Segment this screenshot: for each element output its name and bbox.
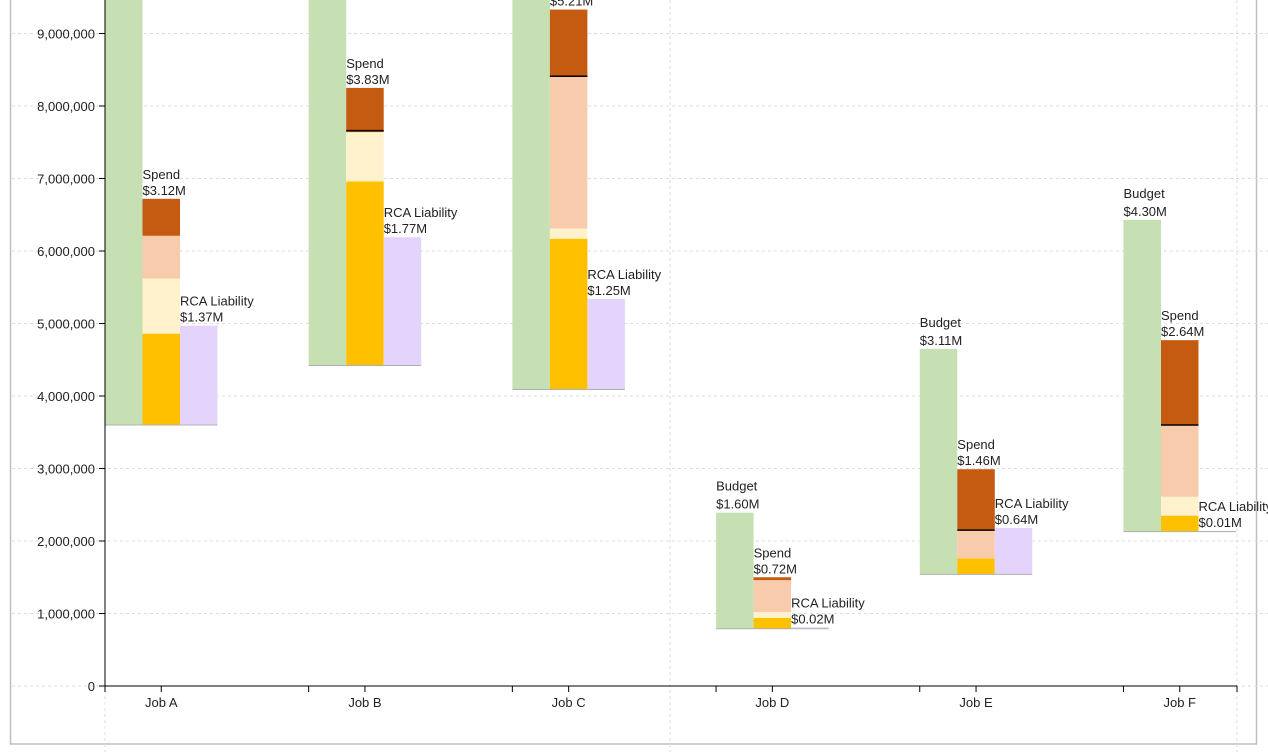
rca-liability-value-label: $0.01M xyxy=(1199,515,1242,530)
frame-border xyxy=(9,0,1258,745)
spend-segment xyxy=(753,577,792,581)
budget-label: Budget xyxy=(1124,186,1166,201)
y-tick-label: 0 xyxy=(88,679,95,694)
y-tick-label: 1,000,000 xyxy=(37,607,95,622)
spend-segment xyxy=(957,469,995,531)
y-tick-label: 2,000,000 xyxy=(37,534,95,549)
spend-segment xyxy=(346,132,384,182)
spend-value-label: $3.12M xyxy=(143,183,186,198)
spend-segment xyxy=(753,612,792,618)
rca-liability-label: RCA Liability xyxy=(1199,499,1268,514)
rca-liability-bar xyxy=(383,237,422,366)
rca-liability-label: RCA Liability xyxy=(587,267,661,282)
rca-liability-bar xyxy=(587,298,625,390)
spend-label: Spend xyxy=(1161,308,1199,323)
spend-segment xyxy=(1161,425,1199,497)
x-tick-label: Job B xyxy=(348,695,381,710)
budget-bar xyxy=(716,512,754,629)
rca-liability-bar xyxy=(180,325,218,425)
spend-label: Spend xyxy=(754,545,792,560)
x-tick-label: Job C xyxy=(552,695,586,710)
rca-liability-bar xyxy=(994,527,1033,575)
y-tick-label: 7,000,000 xyxy=(37,172,95,187)
budget-label: Budget xyxy=(920,315,962,330)
spend-value-label: $1.46M xyxy=(957,453,1000,468)
x-tick-label: Job A xyxy=(145,695,178,710)
spend-label: Spend xyxy=(143,167,181,182)
spend-segment xyxy=(346,87,384,133)
spend-segment xyxy=(549,9,588,77)
rca-liability-label: RCA Liability xyxy=(995,496,1069,511)
budget-label: Budget xyxy=(716,479,758,494)
spend-segment xyxy=(549,228,588,239)
y-tick-label: 3,000,000 xyxy=(37,462,95,477)
y-tick-label: 5,000,000 xyxy=(37,317,95,332)
rca-liability-label: RCA Liability xyxy=(384,205,458,220)
rca-liability-value-label: $1.25M xyxy=(587,283,630,298)
spend-value-label: $5.21M xyxy=(550,0,593,9)
budget-value-label: $1.60M xyxy=(716,497,759,512)
budget-bar xyxy=(105,0,143,425)
budget-value-label: $4.30M xyxy=(1124,204,1167,219)
rca-liability-label: RCA Liability xyxy=(180,294,254,309)
spend-segment xyxy=(142,278,180,334)
spend-label: Spend xyxy=(957,437,995,452)
rca-liability-value-label: $0.64M xyxy=(995,512,1038,527)
spend-segment xyxy=(549,76,588,229)
rca-liability-value-label: $1.37M xyxy=(180,310,223,325)
axes: 0 1,000,000 2,000,000 3,000,000 4,000,000 5,0… xyxy=(37,0,1238,710)
y-tick-label: 6,000,000 xyxy=(37,244,95,259)
spend-segment xyxy=(957,558,995,575)
x-tick-label: Job E xyxy=(959,695,993,710)
y-tick-label: 4,000,000 xyxy=(37,389,95,404)
spend-segment xyxy=(957,530,995,559)
x-tick-label: Job F xyxy=(1163,695,1196,710)
spend-segment xyxy=(549,238,588,390)
spend-segment xyxy=(1161,496,1199,516)
spend-segment xyxy=(1161,515,1199,532)
budget-value-label: $3.11M xyxy=(920,333,962,348)
spend-value-label: $2.64M xyxy=(1161,324,1204,339)
bars xyxy=(105,0,1236,630)
spend-segment xyxy=(142,235,180,279)
spend-segment xyxy=(753,617,792,629)
rca-liability-label: RCA Liability xyxy=(791,595,865,610)
spend-segment xyxy=(142,198,180,236)
spend-segment xyxy=(1161,340,1199,425)
rca-liability-bar xyxy=(791,627,829,629)
rca-liability-value-label: $1.77M xyxy=(384,221,427,236)
spend-segment xyxy=(753,580,792,613)
y-tick-label: 8,000,000 xyxy=(37,99,95,114)
spend-segment xyxy=(142,333,180,425)
rca-liability-value-label: $0.02M xyxy=(791,611,834,626)
spend-value-label: $0.72M xyxy=(754,561,797,576)
budget-bar xyxy=(919,348,958,575)
budget-bar xyxy=(308,0,347,366)
budget-bar xyxy=(1123,219,1161,532)
x-tick-label: Job D xyxy=(755,695,789,710)
spend-label: Spend xyxy=(346,56,384,71)
budget-bar xyxy=(512,0,550,390)
spend-value-label: $3.83M xyxy=(346,72,389,87)
spend-segment xyxy=(346,181,384,366)
y-tick-label: 9,000,000 xyxy=(37,27,95,42)
